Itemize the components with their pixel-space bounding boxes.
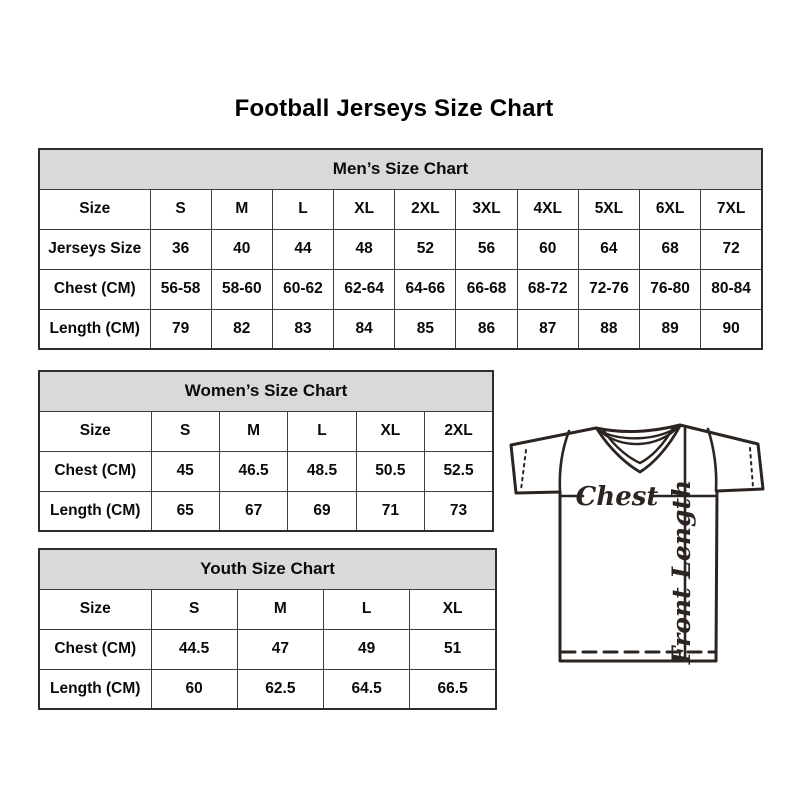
youth-column-header: L	[322, 588, 411, 630]
youth-column-header-label: Size	[38, 588, 152, 630]
mens-cell: 80-84	[700, 268, 763, 310]
womens-cell: 52.5	[424, 450, 494, 492]
womens-row-label: Chest (CM)	[38, 450, 152, 492]
youth-cell: 64.5	[322, 668, 411, 710]
mens-cell: 56	[455, 228, 518, 270]
womens-column-header: 2XL	[424, 410, 494, 452]
womens-column-header-label: Size	[38, 410, 152, 452]
mens-cell: 88	[577, 308, 641, 350]
right-sleeve-stitch-dotted	[749, 447, 754, 488]
mens-column-header: 5XL	[577, 188, 641, 230]
mens-column-header-label: Size	[38, 188, 151, 230]
mens-cell: 66-68	[455, 268, 518, 310]
youth-column-header: S	[150, 588, 238, 630]
womens-cell: 46.5	[218, 450, 289, 492]
mens-cell: 52	[394, 228, 457, 270]
mens-cell: 58-60	[210, 268, 273, 310]
mens-cell: 86	[455, 308, 518, 350]
youth-row-label: Chest (CM)	[38, 628, 152, 670]
mens-row-label: Chest (CM)	[38, 268, 151, 310]
mens-cell: 60	[516, 228, 579, 270]
mens-row-label: Jerseys Size	[38, 228, 151, 270]
left-sleeve-seam	[558, 429, 571, 494]
mens-column-header: 7XL	[700, 188, 763, 230]
mens-cell: 64-66	[394, 268, 457, 310]
youth-cell: 66.5	[409, 668, 497, 710]
youth-cell: 51	[409, 628, 497, 670]
right-sleeve-seam	[706, 427, 718, 493]
mens-column-header: 4XL	[516, 188, 579, 230]
womens-cell: 73	[424, 490, 494, 532]
youth-row-label: Length (CM)	[38, 668, 152, 710]
v-neck-outer	[595, 424, 682, 474]
mens-column-header: S	[149, 188, 212, 230]
womens-cell: 65	[150, 490, 220, 532]
mens-cell: 48	[333, 228, 396, 270]
womens-cell: 48.5	[287, 450, 357, 492]
youth-table-title: Youth Size Chart	[38, 548, 497, 590]
youth-cell: 49	[322, 628, 411, 670]
mens-cell: 85	[394, 308, 457, 350]
left-sleeve-stitch-dotted	[520, 449, 527, 491]
mens-cell: 68-72	[516, 268, 579, 310]
womens-column-header: L	[287, 410, 357, 452]
mens-cell: 87	[516, 308, 579, 350]
womens-cell: 45	[150, 450, 220, 492]
mens-cell: 62-64	[333, 268, 396, 310]
jersey-measurement-diagram: Chest Front Length	[509, 423, 765, 665]
youth-cell: 47	[236, 628, 325, 670]
v-neck-inner	[602, 426, 675, 465]
womens-table-title: Women’s Size Chart	[38, 370, 494, 412]
mens-column-header: 2XL	[394, 188, 457, 230]
mens-column-header: 3XL	[455, 188, 518, 230]
mens-size-table: Men’s Size Chart Size S M L XL 2XL 3XL 4XL 5XL 6XL…	[38, 148, 763, 350]
womens-column-header: XL	[355, 410, 426, 452]
mens-cell: 89	[638, 308, 702, 350]
mens-cell: 72-76	[577, 268, 641, 310]
mens-cell: 83	[271, 308, 335, 350]
mens-cell: 90	[700, 308, 763, 350]
jersey-outline-icon	[509, 423, 765, 663]
mens-column-header: XL	[333, 188, 396, 230]
youth-cell: 60	[150, 668, 238, 710]
mens-cell: 56-58	[149, 268, 212, 310]
mens-cell: 76-80	[638, 268, 702, 310]
page-title: Football Jerseys Size Chart	[234, 95, 554, 122]
youth-cell: 62.5	[236, 668, 325, 710]
front-length-label: Front Length	[667, 480, 696, 665]
mens-cell: 44	[271, 228, 335, 270]
mens-cell: 84	[333, 308, 396, 350]
mens-column-header: L	[271, 188, 335, 230]
mens-table-title: Men’s Size Chart	[38, 148, 763, 190]
womens-row-label: Length (CM)	[38, 490, 152, 532]
mens-cell: 36	[149, 228, 212, 270]
womens-cell: 67	[218, 490, 289, 532]
youth-cell: 44.5	[150, 628, 238, 670]
womens-cell: 50.5	[355, 450, 426, 492]
womens-cell: 69	[287, 490, 357, 532]
mens-cell: 60-62	[271, 268, 335, 310]
womens-size-table: Women’s Size Chart Size S M L XL 2XL Chest (CM)…	[38, 370, 494, 532]
mens-cell: 82	[210, 308, 273, 350]
mens-cell: 68	[638, 228, 702, 270]
youth-size-table: Youth Size Chart Size S M L XL Chest (CM) 44.5 4…	[38, 548, 497, 710]
mens-cell: 64	[577, 228, 641, 270]
chest-label: Chest	[576, 482, 659, 512]
womens-column-header: M	[218, 410, 289, 452]
mens-row-label: Length (CM)	[38, 308, 151, 350]
mens-cell: 72	[700, 228, 763, 270]
mens-cell: 79	[149, 308, 212, 350]
womens-cell: 71	[355, 490, 426, 532]
mens-column-header: M	[210, 188, 273, 230]
youth-column-header: XL	[409, 588, 497, 630]
mens-cell: 40	[210, 228, 273, 270]
womens-column-header: S	[150, 410, 220, 452]
mens-column-header: 6XL	[638, 188, 702, 230]
youth-column-header: M	[236, 588, 325, 630]
